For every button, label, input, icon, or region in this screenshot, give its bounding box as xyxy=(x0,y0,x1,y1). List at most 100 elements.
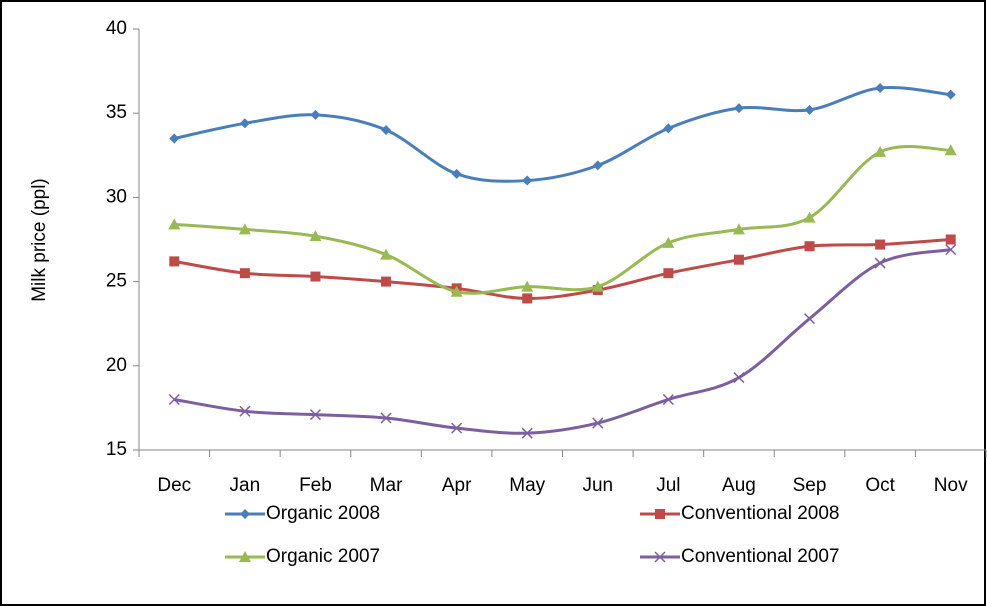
marker xyxy=(874,145,887,157)
marker-shape xyxy=(450,285,463,297)
marker-shape xyxy=(591,280,604,292)
marker xyxy=(591,280,604,292)
marker xyxy=(655,509,665,519)
legend-label: Organic 2007 xyxy=(266,546,380,567)
marker-shape xyxy=(945,234,956,245)
x-tick-label: Jun xyxy=(582,475,613,496)
marker-shape xyxy=(309,409,321,421)
marker-shape xyxy=(944,144,957,156)
marker-shape xyxy=(803,211,816,223)
marker-shape xyxy=(239,551,251,562)
marker xyxy=(239,551,251,562)
y-tick-label: 20 xyxy=(106,355,127,376)
marker-shape xyxy=(168,218,181,230)
marker-shape xyxy=(875,239,886,250)
marker-shape xyxy=(733,254,744,265)
marker xyxy=(238,223,251,235)
marker-shape xyxy=(310,109,321,120)
marker-shape xyxy=(169,256,180,267)
marker-shape xyxy=(240,509,250,519)
marker xyxy=(945,89,956,100)
marker-shape xyxy=(655,509,665,519)
marker xyxy=(733,254,744,265)
marker-shape xyxy=(239,268,250,279)
marker-shape xyxy=(168,393,180,406)
marker-shape xyxy=(874,257,886,269)
marker-shape xyxy=(521,280,534,292)
marker-shape xyxy=(733,372,745,384)
marker xyxy=(380,248,393,260)
marker-shape xyxy=(945,89,956,100)
legend-entry: Organic 2007 xyxy=(225,546,380,567)
marker xyxy=(521,280,534,292)
marker xyxy=(521,427,533,439)
marker xyxy=(945,244,957,256)
series-line xyxy=(174,248,951,435)
marker-shape xyxy=(945,244,957,256)
marker xyxy=(732,223,745,235)
marker xyxy=(381,125,392,136)
y-tick-label: 25 xyxy=(106,271,127,292)
marker xyxy=(169,133,180,144)
marker xyxy=(804,241,815,252)
marker-shape xyxy=(381,276,392,287)
marker-shape xyxy=(804,104,815,115)
marker xyxy=(945,234,956,245)
legend-label: Conventional 2008 xyxy=(681,503,839,524)
marker xyxy=(309,230,322,242)
x-tick-label: Jan xyxy=(230,475,261,496)
marker xyxy=(239,268,250,279)
legend-entry: Conventional 2008 xyxy=(640,503,839,524)
marker xyxy=(733,103,744,114)
marker-shape xyxy=(663,123,674,134)
marker xyxy=(309,409,321,421)
marker xyxy=(240,509,250,519)
marker xyxy=(592,417,604,429)
marker-shape xyxy=(733,103,744,114)
marker-shape xyxy=(663,268,674,279)
marker-shape xyxy=(239,405,251,417)
series-line xyxy=(174,238,951,300)
marker xyxy=(239,118,250,129)
marker xyxy=(944,144,957,156)
x-tick-label: Oct xyxy=(865,475,895,496)
marker-shape xyxy=(522,175,533,186)
marker-shape xyxy=(592,417,604,429)
y-tick-label: 35 xyxy=(106,102,127,123)
marker-shape xyxy=(238,223,251,235)
marker xyxy=(803,211,816,223)
x-tick-label: Sep xyxy=(793,475,827,496)
legend-label: Organic 2008 xyxy=(266,503,380,524)
marker-shape xyxy=(804,241,815,252)
marker-shape xyxy=(310,271,321,282)
x-tick-label: Aug xyxy=(722,475,756,496)
marker xyxy=(875,82,886,93)
marker xyxy=(522,293,533,304)
marker-shape xyxy=(662,393,674,406)
marker xyxy=(663,268,674,279)
marker xyxy=(733,372,745,384)
marker xyxy=(450,285,463,297)
marker xyxy=(168,218,181,230)
marker-shape xyxy=(804,313,816,325)
marker-shape xyxy=(380,248,393,260)
marker-shape xyxy=(654,551,666,563)
marker-shape xyxy=(451,168,462,179)
marker-shape xyxy=(381,125,392,136)
marker-shape xyxy=(521,427,533,439)
legend-entry: Conventional 2007 xyxy=(640,546,839,567)
marker xyxy=(662,236,675,248)
marker xyxy=(804,104,815,115)
marker-shape xyxy=(239,118,250,129)
marker xyxy=(654,551,666,563)
marker-shape xyxy=(309,230,322,242)
marker xyxy=(804,313,816,325)
x-tick-label: Nov xyxy=(934,475,968,496)
y-tick-label: 15 xyxy=(106,439,127,460)
y-axis-label: Milk price (ppl) xyxy=(29,178,50,302)
marker-shape xyxy=(169,133,180,144)
marker xyxy=(451,422,463,434)
y-tick-label: 30 xyxy=(106,186,127,207)
